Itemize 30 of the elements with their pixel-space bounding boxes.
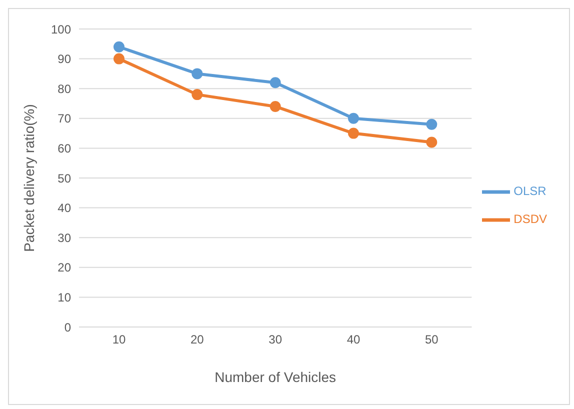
y-axis-title: Packet delivery ratio(%) [20, 104, 37, 252]
point [114, 53, 124, 64]
y-tick-label: 80 [58, 82, 72, 96]
x-tick-label: 30 [268, 332, 282, 347]
point [270, 100, 281, 112]
y-tick-label: 10 [58, 290, 72, 304]
point [114, 41, 124, 52]
y-tick-label: 100 [50, 22, 72, 36]
point [426, 136, 438, 148]
x-tick-label: 10 [112, 332, 126, 347]
x-tick-label: 40 [346, 332, 360, 347]
x-axis-title: Number of Vehicles [214, 369, 336, 385]
point [348, 128, 359, 139]
legend-label: OLSR [514, 184, 546, 198]
y-tick-label: 90 [58, 52, 72, 66]
x-tick-label: 50 [424, 332, 439, 347]
point [348, 112, 359, 124]
y-tick-label: 50 [58, 171, 72, 186]
x-tick-label: 20 [190, 332, 204, 347]
legend-label: DSDV [514, 212, 547, 226]
point [192, 68, 203, 80]
y-tick-label: 70 [58, 112, 72, 126]
point [192, 89, 203, 100]
y-tick-label: 40 [58, 201, 72, 216]
point [270, 77, 281, 88]
point [426, 118, 438, 130]
y-tick-label: 30 [58, 230, 72, 245]
y-tick-label: 20 [58, 260, 72, 275]
y-tick-label: 0 [64, 320, 72, 334]
y-tick-label: 60 [58, 141, 72, 156]
